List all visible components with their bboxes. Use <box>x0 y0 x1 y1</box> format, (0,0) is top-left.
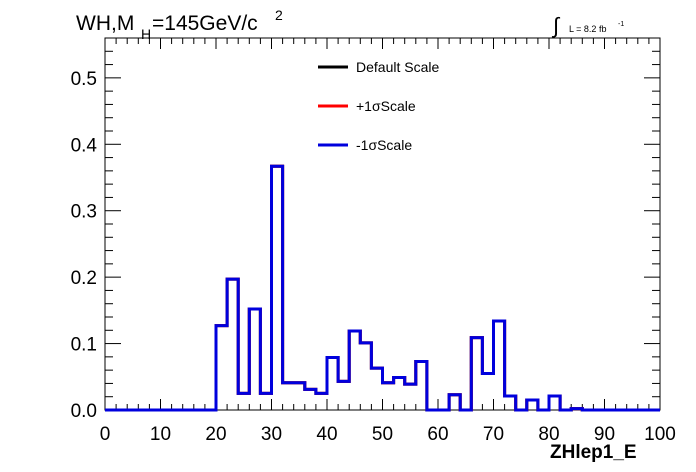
x-tick-label: 20 <box>205 424 226 445</box>
y-tick-label: 0.0 <box>71 401 97 422</box>
series-line-2 <box>105 164 660 412</box>
series-layer <box>105 164 660 412</box>
x-tick-label: 10 <box>150 424 171 445</box>
lumi-text: L = 8.2 fb <box>569 24 606 34</box>
y-tick-label: 0.1 <box>71 335 97 356</box>
integral-sign: ∫ <box>551 13 561 38</box>
x-tick-label: 60 <box>427 424 448 445</box>
x-tick-label: 0 <box>100 424 111 445</box>
x-tick-label: 80 <box>538 424 559 445</box>
x-tick-label: 30 <box>261 424 282 445</box>
y-tick-label: 0.5 <box>71 69 97 90</box>
legend-label-minus: -1σScale <box>356 137 412 153</box>
title-subscript: H <box>141 26 151 42</box>
y-tick-label: 0.2 <box>71 268 97 289</box>
x-tick-label: 70 <box>483 424 504 445</box>
x-tick-label: 50 <box>372 424 393 445</box>
plot-frame <box>104 37 661 411</box>
lumi-superscript: -1 <box>618 21 624 28</box>
x-tick-label: 40 <box>316 424 337 445</box>
x-axis-label: ZHlep1_E <box>550 442 637 463</box>
y-tick-label: 0.3 <box>71 202 97 223</box>
title-main: WH,M <box>76 12 134 35</box>
legend: Default Scale +1σScale -1σScale <box>318 59 439 153</box>
x-tick-label: 100 <box>644 424 676 445</box>
axes: 0 10 20 30 40 50 60 70 80 90 100 0.0 0.1 0.2 0.3 0.4 0.5 <box>71 38 676 445</box>
chart-title: WH,M H =145GeV/c 2 <box>76 7 283 42</box>
legend-label-default: Default Scale <box>356 59 439 75</box>
luminosity-label: ∫ L = 8.2 fb -1 <box>551 13 624 38</box>
x-tick-label: 90 <box>594 424 615 445</box>
legend-label-plus: +1σScale <box>356 98 416 114</box>
y-tick-label: 0.4 <box>71 135 98 156</box>
title-superscript: 2 <box>275 7 283 23</box>
title-mass: =145GeV/c <box>152 12 258 35</box>
